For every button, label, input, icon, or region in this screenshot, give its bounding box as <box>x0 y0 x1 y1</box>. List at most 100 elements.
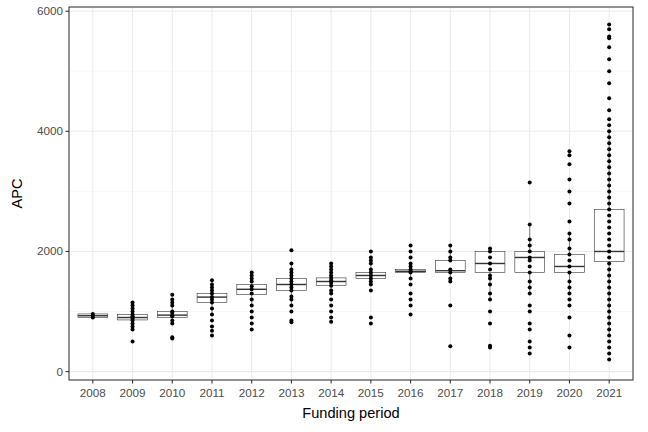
point <box>607 135 611 139</box>
x-grid-line <box>331 7 332 380</box>
point <box>607 177 611 181</box>
point <box>409 261 413 265</box>
point <box>131 340 135 344</box>
point <box>409 282 413 286</box>
x-axis-title: Funding period <box>302 405 399 421</box>
x-grid-line <box>92 7 93 380</box>
x-tick <box>450 380 451 384</box>
x-tick <box>172 380 173 384</box>
grid-line <box>69 251 633 252</box>
point <box>607 249 611 253</box>
point <box>567 258 571 262</box>
x-tick <box>211 380 212 384</box>
point <box>607 201 611 205</box>
x-tick-label: 2017 <box>437 386 463 399</box>
x-tick-label: 2009 <box>120 386 146 399</box>
y-tick <box>66 371 70 372</box>
box <box>594 209 624 261</box>
point <box>250 284 254 288</box>
point <box>369 267 373 271</box>
x-tick <box>92 380 93 384</box>
point <box>567 304 571 308</box>
point <box>210 282 214 286</box>
whisker-upper <box>569 233 570 254</box>
point <box>289 261 293 265</box>
marks <box>78 22 624 361</box>
point <box>528 340 532 344</box>
x-tick-label: 2010 <box>159 386 186 399</box>
point <box>488 310 492 314</box>
point <box>567 189 571 193</box>
point <box>409 313 413 317</box>
point <box>409 292 413 296</box>
point <box>607 243 611 247</box>
grid-line <box>69 371 633 372</box>
x-tick-label: 2008 <box>80 386 106 399</box>
point <box>607 261 611 265</box>
point <box>369 255 373 259</box>
point <box>567 201 571 205</box>
point <box>607 22 611 26</box>
point <box>448 249 452 253</box>
point <box>488 273 492 277</box>
grid-line <box>69 131 633 132</box>
point <box>170 298 174 302</box>
point <box>607 213 611 217</box>
x-tick-label: 2020 <box>556 386 583 399</box>
x-tick-label: 2014 <box>318 386 345 399</box>
point <box>607 171 611 175</box>
point <box>607 298 611 302</box>
point <box>607 81 611 85</box>
point <box>210 313 214 317</box>
point <box>607 69 611 73</box>
point <box>607 195 611 199</box>
point <box>567 177 571 181</box>
point <box>528 255 532 259</box>
x-tick-label: 2011 <box>199 386 224 399</box>
point <box>250 298 254 302</box>
point <box>210 329 214 333</box>
point <box>369 289 373 293</box>
point <box>607 328 611 332</box>
point <box>607 304 611 308</box>
y-tick-label: 2000 <box>37 244 64 257</box>
point <box>528 249 532 253</box>
point <box>91 312 95 316</box>
point <box>170 319 174 323</box>
point <box>607 27 611 31</box>
point <box>607 159 611 163</box>
point <box>528 322 532 326</box>
point <box>528 352 532 356</box>
point <box>170 335 174 339</box>
point <box>607 286 611 290</box>
point <box>488 246 492 250</box>
point <box>488 298 492 302</box>
point <box>488 261 492 265</box>
point <box>607 129 611 133</box>
y-tick <box>66 251 70 252</box>
x-tick <box>489 380 490 384</box>
point <box>607 147 611 151</box>
panel <box>69 7 633 380</box>
point <box>250 270 254 274</box>
point <box>567 298 571 302</box>
point <box>567 292 571 296</box>
point <box>567 270 571 274</box>
point <box>567 153 571 157</box>
point <box>567 252 571 256</box>
point <box>369 322 373 326</box>
point <box>289 310 293 314</box>
x-grid-line <box>569 7 570 380</box>
point <box>488 255 492 259</box>
point <box>250 310 254 314</box>
minor-grid-line <box>69 191 633 192</box>
point <box>369 249 373 253</box>
point <box>607 273 611 277</box>
point <box>329 316 333 320</box>
point <box>329 298 333 302</box>
point <box>289 319 293 323</box>
point <box>210 319 214 323</box>
point <box>409 276 413 280</box>
point <box>567 219 571 223</box>
x-grid-line <box>211 7 212 380</box>
